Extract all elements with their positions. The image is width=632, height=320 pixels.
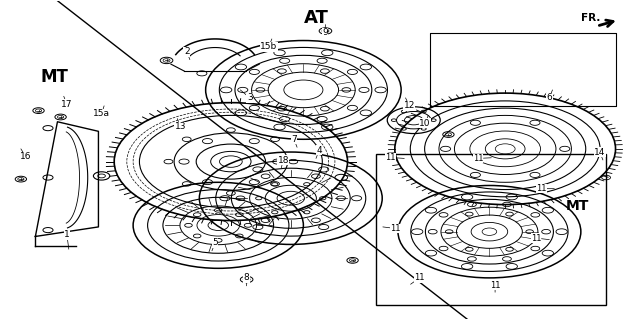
Text: 8: 8: [244, 273, 250, 286]
Text: 15b: 15b: [260, 39, 277, 52]
Text: 11: 11: [411, 273, 425, 284]
Text: 10: 10: [420, 116, 431, 128]
Text: 4: 4: [316, 146, 322, 158]
Text: 11: 11: [385, 153, 404, 162]
Text: 11: 11: [531, 234, 549, 243]
Text: 16: 16: [20, 149, 32, 161]
Text: 13: 13: [174, 119, 186, 131]
Text: 5: 5: [212, 238, 218, 251]
Text: 14: 14: [594, 148, 605, 160]
Text: 9: 9: [322, 25, 328, 37]
Text: 6: 6: [547, 90, 552, 102]
Text: MT: MT: [566, 199, 590, 213]
Text: 11: 11: [473, 154, 491, 163]
Text: 17: 17: [61, 96, 73, 109]
Text: 12: 12: [404, 98, 415, 110]
Text: 1: 1: [64, 230, 70, 249]
Text: 11: 11: [383, 224, 401, 233]
Bar: [376, 154, 606, 305]
Text: AT: AT: [303, 9, 329, 27]
Text: 2: 2: [184, 47, 190, 60]
Text: FR.: FR.: [581, 13, 600, 23]
Text: 15a: 15a: [93, 106, 110, 118]
Text: 18: 18: [277, 156, 289, 168]
Text: MT: MT: [40, 68, 68, 86]
Text: 3: 3: [240, 90, 253, 102]
Text: 7: 7: [291, 135, 297, 147]
Text: 11: 11: [490, 281, 501, 292]
Text: 11: 11: [536, 184, 554, 193]
